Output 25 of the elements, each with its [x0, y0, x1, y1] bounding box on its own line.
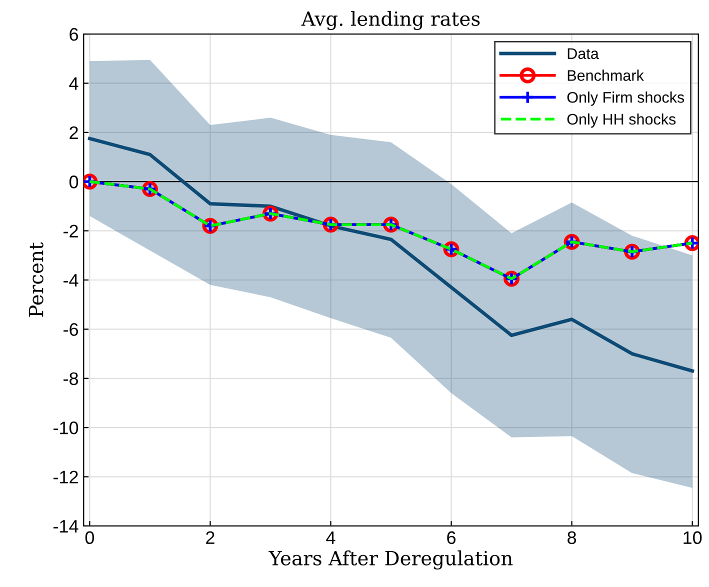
line-series: [88, 136, 694, 373]
legend-label: Benchmark: [568, 70, 644, 81]
y-axis-title: Percent: [28, 242, 44, 317]
y-tick-label: 4: [69, 77, 78, 90]
x-tick-label: 4: [326, 531, 336, 544]
x-tick-label: 6: [447, 531, 456, 544]
x-tick-label: 2: [206, 531, 214, 544]
y-tick-label: -2: [64, 224, 78, 238]
x-tick-label: 8: [568, 531, 576, 544]
y-tick-label: 0: [69, 176, 78, 188]
legend-label: Only HH shocks: [567, 113, 676, 128]
legend-label: Only Firm shocks: [567, 92, 684, 106]
y-tick-label: 2: [70, 126, 78, 139]
y-tick-label: -8: [64, 372, 78, 386]
y-tick-label: -12: [54, 470, 78, 484]
x-tick-label: 0: [85, 531, 94, 544]
y-tick-label: -4: [64, 274, 78, 287]
chart-title: Avg. lending rates: [301, 10, 480, 30]
y-tick-label: -6: [64, 323, 78, 336]
y-tick-label: -10: [54, 422, 78, 434]
y-tick-label: 6: [70, 28, 78, 41]
x-tick-label: 10: [684, 531, 702, 544]
x-axis-title: Years After Deregulation: [268, 550, 513, 570]
legend-label: Data: [568, 48, 599, 60]
y-tick-label: -14: [54, 520, 78, 532]
